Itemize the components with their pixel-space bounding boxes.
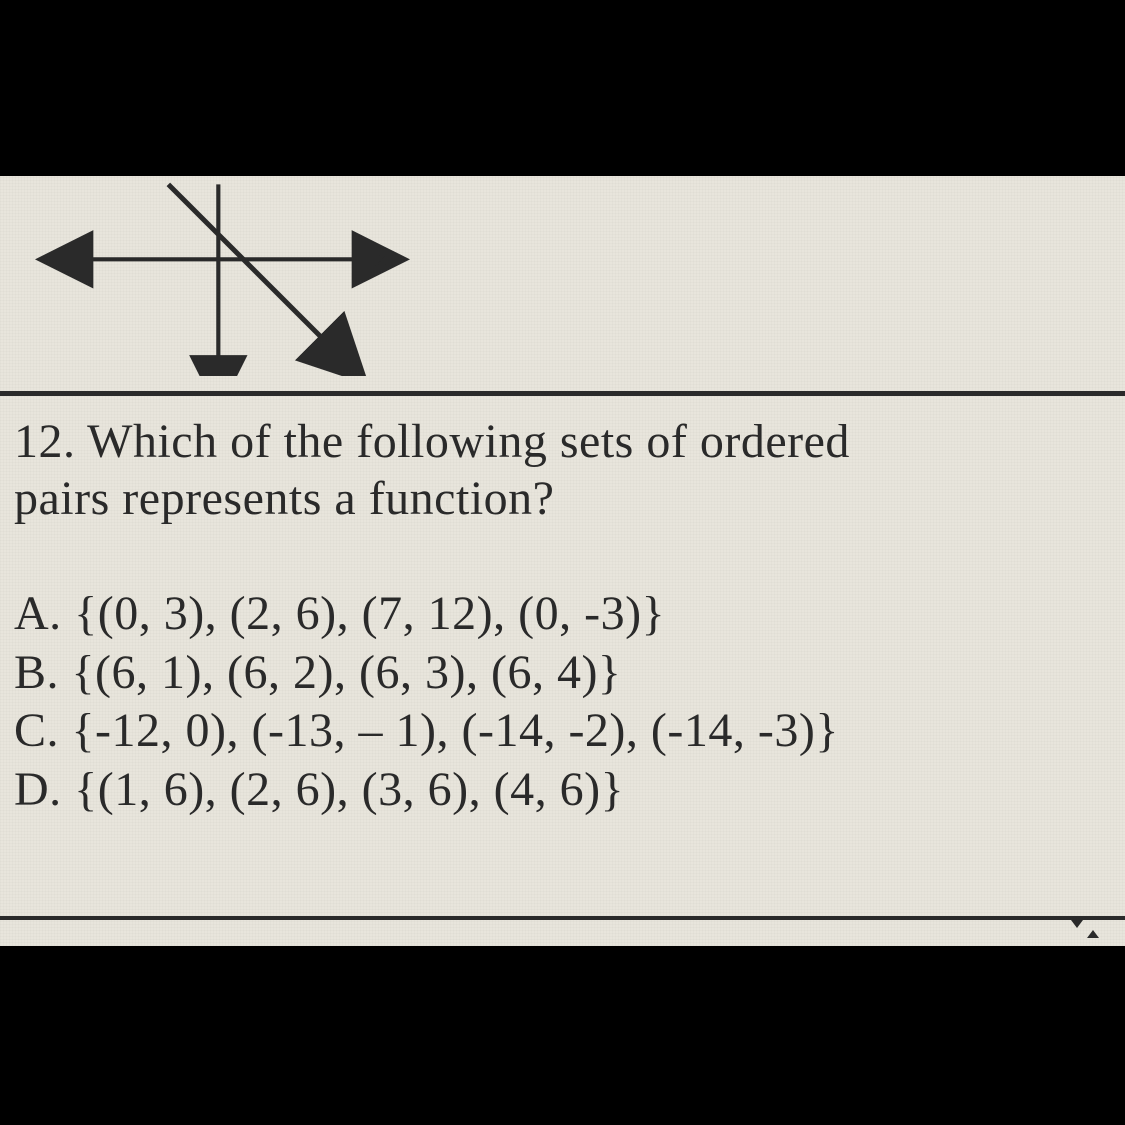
- graph-region: x: [0, 176, 1125, 391]
- option-b[interactable]: B. {(6, 1), (6, 2), (6, 3), (6, 4)}: [14, 644, 1104, 703]
- coordinate-graph: x: [25, 176, 445, 376]
- question-block: 12. Which of the following sets of order…: [14, 414, 1104, 819]
- question-line-2: pairs represents a function?: [14, 471, 1104, 528]
- option-a[interactable]: A. {(0, 3), (2, 6), (7, 12), (0, -3)}: [14, 585, 1104, 644]
- options-list: A. {(0, 3), (2, 6), (7, 12), (0, -3)} B.…: [14, 585, 1104, 819]
- section-divider: [0, 391, 1125, 396]
- corner-arrows-icon: [1065, 916, 1105, 942]
- diagonal-line: [168, 184, 326, 342]
- x-axis-label: x: [375, 245, 388, 272]
- worksheet-paper: x 12. Which of the following sets of ord…: [0, 176, 1125, 946]
- bottom-divider: [0, 916, 1125, 920]
- option-c[interactable]: C. {-12, 0), (-13, – 1), (-14, -2), (-14…: [14, 702, 1104, 761]
- option-d[interactable]: D. {(1, 6), (2, 6), (3, 6), (4, 6)}: [14, 761, 1104, 820]
- question-line-1: 12. Which of the following sets of order…: [14, 414, 1104, 471]
